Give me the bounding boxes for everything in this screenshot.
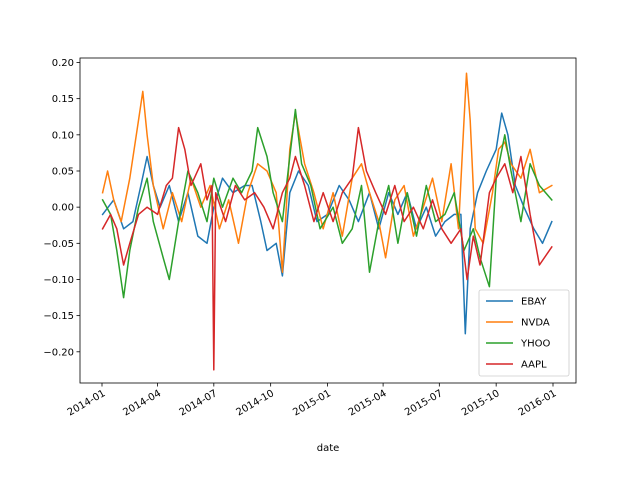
y-tick-label: 0.20 <box>52 58 74 69</box>
y-tick-label: −0.10 <box>43 275 74 286</box>
legend-label-ebay: EBAY <box>521 297 547 308</box>
y-tick-label: −0.15 <box>43 311 74 322</box>
legend: EBAY NVDA YHOO AAPL <box>478 289 570 377</box>
series-line-aapl <box>101 126 553 371</box>
y-tick-label: −0.20 <box>43 347 74 358</box>
legend-label-yhoo: YHOO <box>520 339 550 350</box>
y-tick-label: 0.00 <box>52 203 74 214</box>
y-tick-label: 0.05 <box>52 166 74 177</box>
y-tick-label: −0.05 <box>43 239 74 250</box>
plot-frame <box>79 57 577 384</box>
y-tick-label: 0.10 <box>52 130 74 141</box>
legend-label-nvda: NVDA <box>521 318 550 329</box>
y-axis: 0.20 0.15 0.10 0.05 0.00 −0.05 −0.10 −0.15 −0.20 <box>43 58 80 358</box>
legend-items: EBAY NVDA YHOO AAPL <box>486 297 550 371</box>
series-line-yhoo <box>101 108 553 299</box>
x-axis-label: date <box>317 443 340 454</box>
legend-box <box>478 289 570 377</box>
series-line-nvda <box>101 72 553 273</box>
y-tick-label: 0.15 <box>52 94 74 105</box>
legend-label-aapl: AAPL <box>521 360 547 371</box>
series-layer <box>101 72 553 371</box>
